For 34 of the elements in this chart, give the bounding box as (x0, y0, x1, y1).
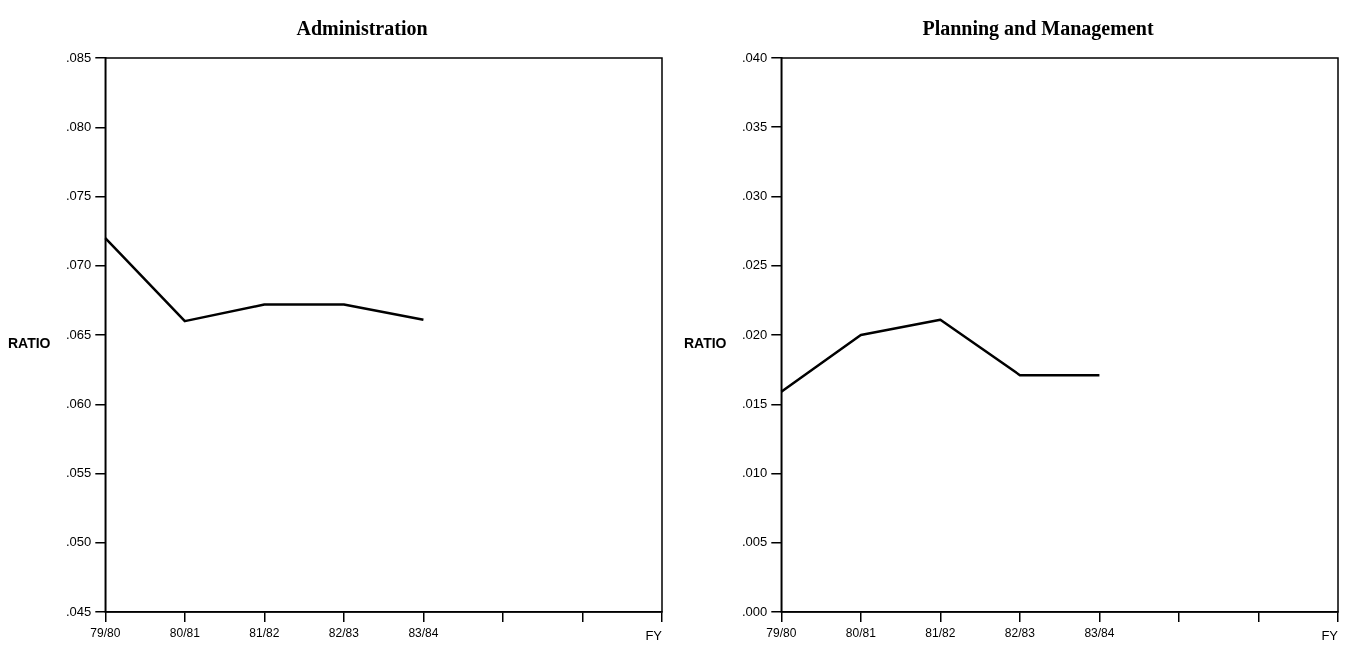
y-tick-label: .025 (741, 257, 768, 273)
y-tick-label: .030 (741, 188, 768, 204)
y-tick-label: .000 (741, 603, 768, 619)
y-axis-title: RATIO (8, 335, 52, 351)
y-tick-label: .075 (65, 188, 92, 204)
chart-title: Administration (296, 17, 428, 40)
y-tick-label: .070 (65, 257, 92, 273)
y-tick-label: .005 (741, 534, 768, 550)
x-tick-label: 81/82 (925, 625, 956, 640)
x-axis-title: FY (645, 627, 663, 643)
y-tick-label: .020 (741, 326, 768, 342)
x-tick-label: 80/81 (169, 625, 201, 640)
y-tick-label: .015 (741, 395, 768, 411)
x-tick-label: 79/80 (766, 625, 797, 640)
y-tick-label: .035 (741, 118, 768, 134)
chart-title: Planning and Management (922, 17, 1154, 41)
x-axis-title: FY (1321, 627, 1339, 643)
x-tick-label: 82/83 (328, 625, 360, 640)
y-tick-label: .045 (65, 603, 92, 619)
y-tick-label: .050 (65, 534, 92, 550)
x-tick-label: 79/80 (90, 625, 121, 640)
y-tick-label: .065 (65, 326, 92, 342)
y-axis-title: RATIO (684, 335, 728, 351)
x-tick-label: 80/81 (845, 625, 877, 640)
y-tick-label: .055 (65, 465, 92, 481)
y-tick-label: .040 (741, 49, 768, 65)
x-tick-label: 81/82 (249, 625, 280, 640)
y-tick-label: .010 (741, 465, 768, 481)
x-tick-label: 83/84 (408, 625, 439, 640)
x-tick-label: 83/84 (1084, 625, 1115, 640)
x-tick-label: 82/83 (1004, 625, 1036, 640)
y-tick-label: .085 (65, 49, 92, 65)
y-tick-label: .080 (65, 118, 92, 134)
y-tick-label: .060 (65, 395, 92, 411)
